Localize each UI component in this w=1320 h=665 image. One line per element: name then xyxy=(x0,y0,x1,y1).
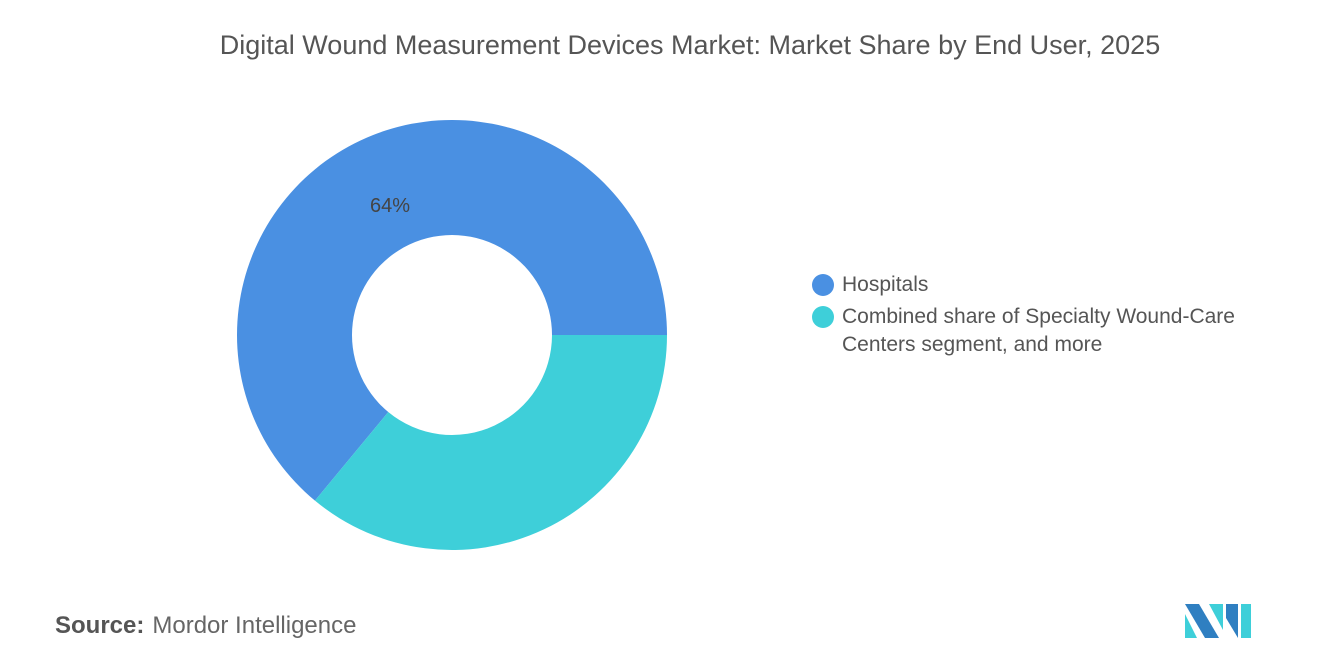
slice-other xyxy=(314,335,667,550)
slice-hospitals xyxy=(237,119,667,501)
legend-label: Combined share of Specialty Wound-Care C… xyxy=(842,305,1235,356)
legend-item-hospitals: Hospitals xyxy=(812,271,928,299)
source-note: Source: Mordor Intelligence xyxy=(55,612,356,640)
legend-swatch xyxy=(812,306,834,328)
source-text: Mordor Intelligence xyxy=(152,612,357,639)
chart-title: Digital Wound Measurement Devices Market… xyxy=(219,30,1161,60)
legend-item-other: Combined share of Specialty Wound-Care C… xyxy=(812,303,1282,359)
mordor-intelligence-logo xyxy=(1185,604,1251,638)
source-label: Source: xyxy=(55,612,145,639)
legend-swatch xyxy=(812,274,834,296)
legend-label: Hospitals xyxy=(842,273,929,296)
data-label: 64% xyxy=(370,195,410,217)
